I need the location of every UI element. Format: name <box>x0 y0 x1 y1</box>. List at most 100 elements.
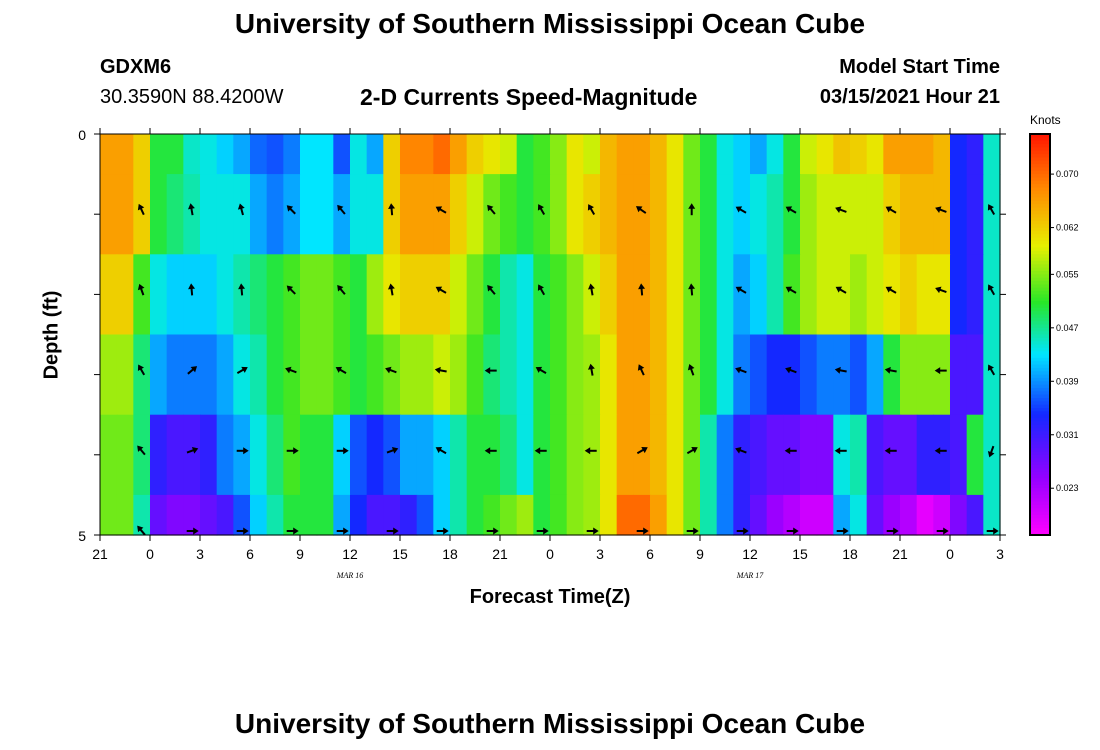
heatmap-cell <box>250 334 268 416</box>
heatmap-cell <box>833 494 851 536</box>
colorbar-segment <box>1030 327 1050 332</box>
colorbar-segment <box>1030 484 1050 489</box>
heatmap-cell <box>516 174 534 255</box>
heatmap-cell <box>866 414 884 496</box>
station-coordinates: 30.3590N 88.4200W <box>100 86 284 108</box>
colorbar-segment <box>1030 220 1050 225</box>
heatmap-cell <box>716 334 734 416</box>
heatmap-cell <box>200 174 218 255</box>
heatmap-cell <box>150 334 168 416</box>
current-arrow <box>735 366 747 374</box>
heatmap-cell <box>933 334 951 416</box>
heatmap-cell <box>266 334 284 416</box>
current-arrow <box>935 206 947 213</box>
chart-subtitle: 2-D Currents Speed-Magnitude <box>360 84 698 110</box>
heatmap-cell <box>133 134 151 175</box>
colorbar-segment <box>1030 244 1050 249</box>
heatmap-cell <box>483 334 501 416</box>
heatmap-cell <box>716 174 734 255</box>
heatmap-cell <box>100 254 118 336</box>
heatmap-cell <box>883 494 901 536</box>
heatmap-cell <box>200 494 218 536</box>
heatmap-cell <box>800 494 818 536</box>
heatmap-cell <box>266 134 284 175</box>
colorbar-segment <box>1030 374 1050 379</box>
heatmap-cell <box>400 494 418 536</box>
heatmap-cell <box>716 254 734 336</box>
x-tick-label: 0 <box>546 546 554 562</box>
current-arrow <box>686 527 699 535</box>
heatmap-cell <box>600 174 618 255</box>
heatmap-cell <box>800 414 818 496</box>
heatmap-cell <box>733 494 751 536</box>
colorbar-segment <box>1030 387 1050 392</box>
x-tick-label: 15 <box>792 546 808 562</box>
heatmap-cell <box>183 414 201 496</box>
heatmap-cell <box>400 334 418 416</box>
colorbar-segment <box>1030 474 1050 479</box>
current-arrow <box>536 527 549 535</box>
heatmap-cell <box>500 134 518 175</box>
heatmap-cell <box>166 254 184 336</box>
heatmap-cell <box>450 414 468 496</box>
heatmap-cell <box>950 254 968 336</box>
current-arrow <box>237 203 245 216</box>
current-arrow <box>388 203 396 216</box>
current-arrow <box>236 447 249 455</box>
current-arrow <box>834 366 847 374</box>
heatmap-cell <box>666 254 684 336</box>
colorbar-segment <box>1030 394 1050 399</box>
current-arrow <box>885 286 897 294</box>
current-arrow <box>987 445 995 458</box>
x-tick-label: 6 <box>646 546 654 562</box>
current-arrow <box>736 527 749 535</box>
heatmap-cell <box>366 254 384 336</box>
colorbar-segment <box>1030 297 1050 302</box>
heatmap-cell <box>750 254 768 336</box>
heatmap-cell <box>900 254 918 336</box>
colorbar-segment <box>1030 294 1050 299</box>
heatmap-cell <box>833 414 851 496</box>
heatmap-cell <box>433 254 451 336</box>
current-arrow <box>286 447 299 455</box>
current-arrow <box>987 204 996 216</box>
colorbar-segment <box>1030 361 1050 366</box>
heatmap-cell <box>416 494 434 536</box>
current-arrow <box>436 527 449 535</box>
heatmap-cell <box>683 414 701 496</box>
colorbar-segment <box>1030 444 1050 449</box>
heatmap-cell <box>966 334 984 416</box>
heatmap-cell <box>483 134 501 175</box>
heatmap-cell <box>600 414 618 496</box>
heatmap-cell <box>850 414 868 496</box>
heatmap-cell <box>800 334 818 416</box>
heatmap-cell <box>816 334 834 416</box>
heatmap-cell <box>550 134 568 175</box>
heatmap-cell <box>866 174 884 255</box>
heatmap-cell <box>966 414 984 496</box>
heatmap-cell <box>416 134 434 175</box>
heatmap-cell <box>116 494 134 536</box>
current-arrow <box>137 283 145 296</box>
x-tick-label: 0 <box>146 546 154 562</box>
heatmap-cell <box>333 414 351 496</box>
current-arrow <box>285 366 297 374</box>
current-arrow <box>638 283 646 296</box>
current-arrow <box>884 366 897 374</box>
heatmap-cell <box>700 254 718 336</box>
heatmap-cell <box>766 494 784 536</box>
heatmap-cell <box>700 334 718 416</box>
heatmap-cell <box>333 334 351 416</box>
heatmap-cell <box>633 334 651 416</box>
chart-title: University of Southern Mississippi Ocean… <box>234 8 866 39</box>
colorbar-segment <box>1030 364 1050 369</box>
colorbar-segment <box>1030 237 1050 242</box>
heatmap-cell <box>550 254 568 336</box>
colorbar-segment <box>1030 511 1050 516</box>
heatmap-cell <box>116 134 134 175</box>
colorbar-segment <box>1030 247 1050 252</box>
heatmap-cell <box>833 174 851 255</box>
current-arrow <box>935 286 947 294</box>
heatmap-cell <box>916 254 934 336</box>
current-arrow <box>535 366 547 374</box>
